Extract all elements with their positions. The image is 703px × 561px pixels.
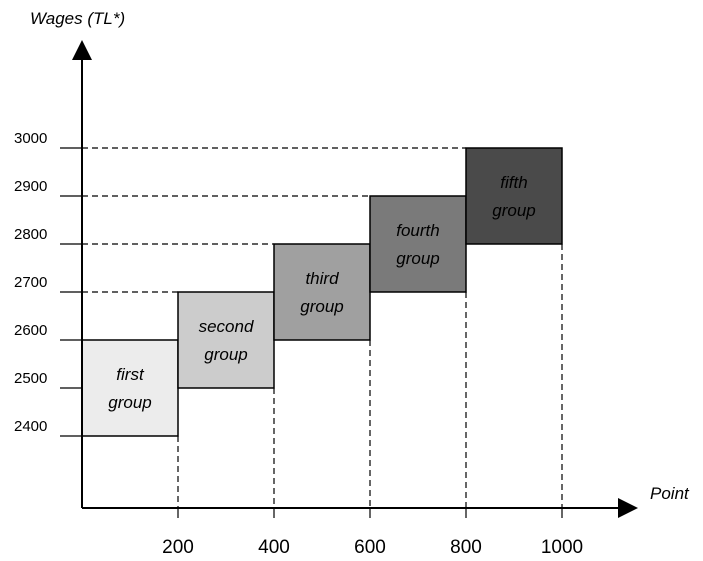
group-label: fourth group — [396, 221, 439, 268]
group-label-line: fourth — [396, 221, 439, 240]
group-label-line: group — [492, 201, 535, 220]
axes — [72, 40, 638, 518]
y-tick-label: 2400 — [14, 418, 47, 435]
group-box — [177, 291, 275, 389]
group-box — [273, 243, 371, 341]
group-label: first group — [108, 365, 151, 412]
y-tick-label: 2800 — [14, 226, 47, 243]
y-tick-label: 2900 — [14, 178, 47, 195]
x-tick-label: 800 — [450, 537, 482, 558]
x-axis-title: Point — [650, 484, 690, 503]
group-box — [369, 195, 467, 293]
group-label: fifth group — [492, 173, 535, 220]
y-tick-label: 3000 — [14, 130, 47, 147]
group-label-line: fifth — [500, 173, 527, 192]
y-ticks: 2400 2500 2600 2700 2800 2900 3000 — [14, 130, 82, 437]
group-box — [81, 339, 179, 437]
y-tick-label: 2500 — [14, 370, 47, 387]
group-label: third group — [300, 269, 343, 316]
x-ticks: 200 400 600 800 1000 — [162, 508, 583, 558]
x-tick-label: 1000 — [541, 537, 583, 558]
group-boxes: first group second group third group fourth gro… — [81, 147, 563, 437]
group-label-line: group — [396, 249, 439, 268]
guide-lines — [82, 147, 563, 508]
group-label-line: second — [199, 317, 254, 336]
y-tick-label: 2600 — [14, 322, 47, 339]
group-box — [465, 147, 563, 245]
x-tick-label: 400 — [258, 537, 290, 558]
y-tick-label: 2700 — [14, 274, 47, 291]
group-label-line: group — [204, 345, 247, 364]
group-label: second group — [199, 317, 254, 364]
x-tick-label: 200 — [162, 537, 194, 558]
y-axis-title: Wages (TL*) — [30, 9, 125, 28]
x-tick-label: 600 — [354, 537, 386, 558]
group-label-line: group — [108, 393, 151, 412]
group-label-line: first — [116, 365, 145, 384]
group-label-line: group — [300, 297, 343, 316]
group-label-line: third — [305, 269, 339, 288]
